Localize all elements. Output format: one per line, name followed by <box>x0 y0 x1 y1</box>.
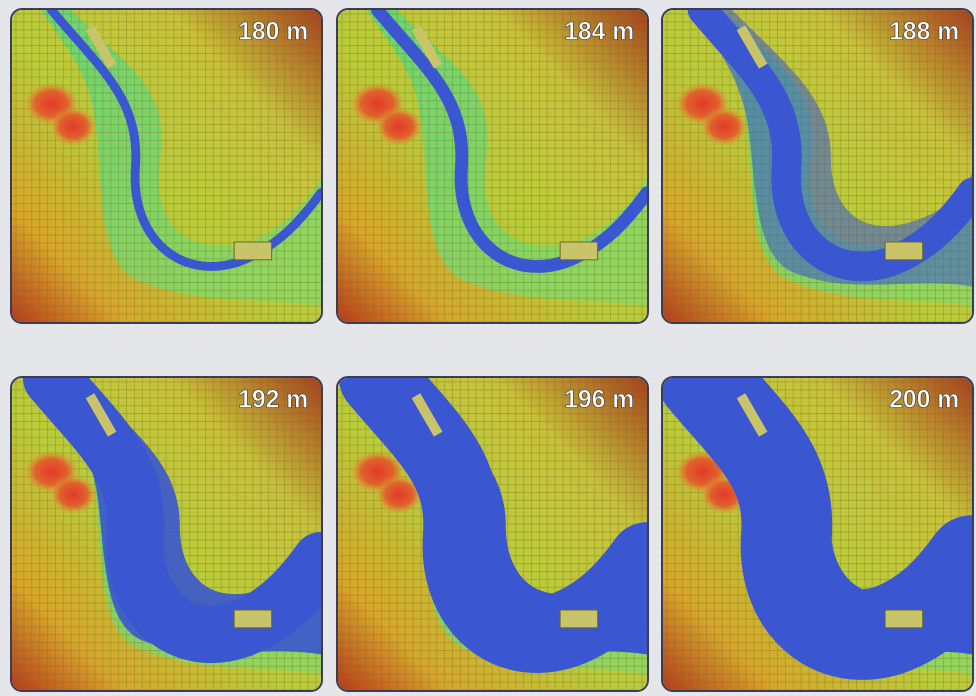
map: 188 m <box>663 10 972 322</box>
building <box>234 242 272 260</box>
map: 196 m <box>338 378 647 690</box>
hill <box>376 107 423 146</box>
map-panel: 188 m <box>661 8 974 324</box>
map: 180 m <box>12 10 321 322</box>
map: 200 m <box>663 378 972 690</box>
map-panel: 196 m <box>336 376 649 692</box>
hill <box>50 475 97 514</box>
flood-level-label: 192 m <box>238 387 308 414</box>
building <box>560 610 598 628</box>
building <box>560 242 598 260</box>
figure: 180 m 184 m 188 m 192 m 196 m 200 m <box>0 0 976 696</box>
hill <box>50 107 97 146</box>
map-panel: 192 m <box>10 376 323 692</box>
building <box>234 610 272 628</box>
hill <box>701 107 748 146</box>
map: 184 m <box>338 10 647 322</box>
flood-level-label: 196 m <box>564 387 634 414</box>
flood-level-label: 188 m <box>889 19 959 46</box>
map-panel: 200 m <box>661 376 974 692</box>
map-panel: 184 m <box>336 8 649 324</box>
building <box>885 242 923 260</box>
map: 192 m <box>12 378 321 690</box>
map-panel: 180 m <box>10 8 323 324</box>
flood-level-label: 200 m <box>889 387 959 414</box>
flood-level-label: 184 m <box>564 19 634 46</box>
building <box>885 610 923 628</box>
flood-level-label: 180 m <box>238 19 308 46</box>
